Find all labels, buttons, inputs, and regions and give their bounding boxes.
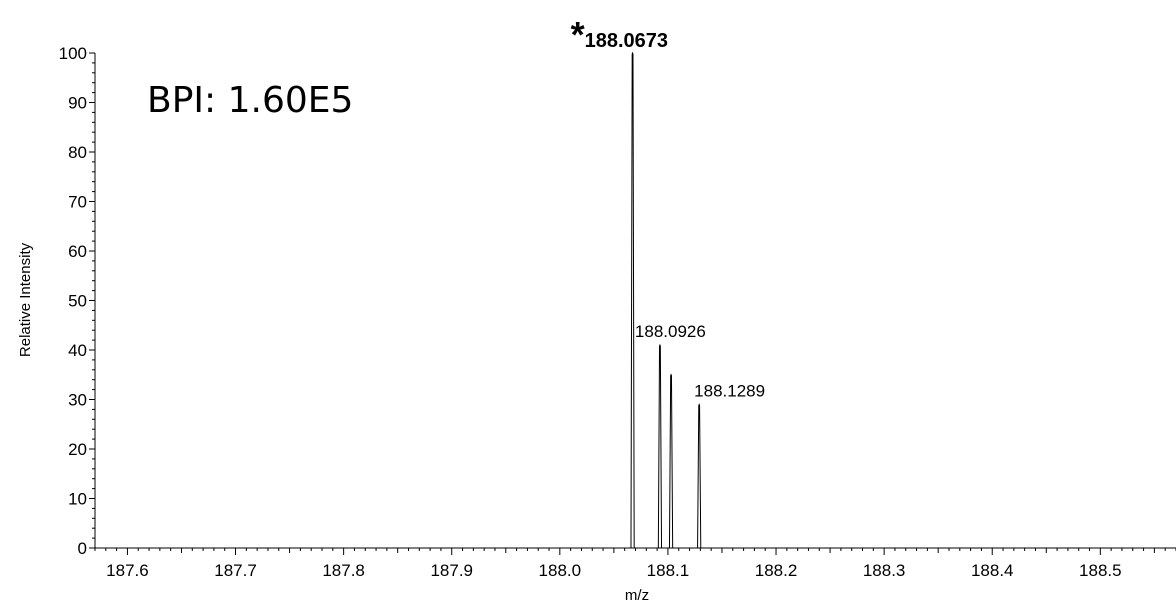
y-tick-label: 50 <box>68 292 87 311</box>
spectrum-peak <box>630 51 635 549</box>
x-tick-label: 188.3 <box>863 561 906 580</box>
x-tick-label: 188.1 <box>647 561 690 580</box>
x-tick-label: 187.8 <box>322 561 365 580</box>
y-tick-label: 40 <box>68 341 87 360</box>
y-tick-label: 100 <box>59 44 87 63</box>
peak-label: 188.0926 <box>635 322 706 341</box>
peak-label: 188.1289 <box>694 381 765 400</box>
y-tick-label: 60 <box>68 242 87 261</box>
y-tick-label: 20 <box>68 440 87 459</box>
peaks <box>630 51 702 549</box>
peak-label: *188.0673 <box>571 14 668 55</box>
y-axis: 0 10 20 30 40 50 60 70 80 90 100 <box>59 44 96 558</box>
base-peak-marker: * <box>571 14 585 55</box>
x-axis: 187.6 187.7 187.8 187.9 188.0 188.1 188.2 188.3… <box>94 547 1176 580</box>
y-axis-title: Relative Intensity <box>17 242 34 357</box>
x-tick-label: 188.4 <box>971 561 1014 580</box>
peak-labels: *188.0673 188.0926 188.1289 <box>571 14 765 400</box>
y-tick-label: 30 <box>68 391 87 410</box>
y-tick-label: 80 <box>68 143 87 162</box>
spectrum-peak <box>668 373 674 549</box>
spectrum-peak <box>657 343 663 549</box>
y-tick-label: 70 <box>68 193 87 212</box>
x-tick-label: 187.6 <box>106 561 149 580</box>
x-tick-label: 187.7 <box>214 561 257 580</box>
x-tick-label: 188.5 <box>1079 561 1122 580</box>
bpi-annotation: BPI: 1.60E5 <box>147 80 353 121</box>
x-tick-label: 188.0 <box>539 561 582 580</box>
y-tick-label: 90 <box>68 94 87 113</box>
base-peak-value: 188.0673 <box>585 30 668 52</box>
spectrum-peak <box>697 403 702 549</box>
x-tick-label: 188.2 <box>755 561 798 580</box>
x-axis-title: m/z <box>625 587 649 603</box>
y-tick-label: 0 <box>78 539 87 558</box>
y-tick-label: 10 <box>68 490 87 509</box>
x-tick-label: 187.9 <box>430 561 473 580</box>
